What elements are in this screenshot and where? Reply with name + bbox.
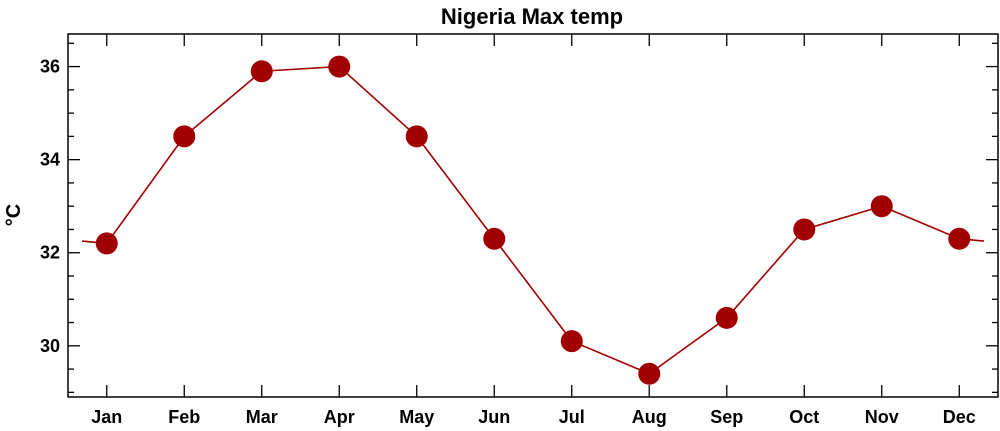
series-line [106, 65, 960, 375]
plot-frame [67, 33, 999, 398]
x-tick-label-aug: Aug [632, 407, 667, 427]
data-point-dec [948, 227, 971, 250]
y-tick-label: 32 [40, 243, 60, 263]
plot-area: 30 32 34 36 Jan Feb Mar Apr May Jun Jul Aug Sep Oct No… [40, 33, 999, 427]
data-point-aug [638, 362, 661, 385]
x-tick-label-jun: Jun [478, 407, 510, 427]
x-tick-label-apr: Apr [324, 407, 355, 427]
x-tick-label-nov: Nov [865, 407, 899, 427]
x-tick-label-sep: Sep [710, 407, 743, 427]
y-tick-label: 36 [40, 57, 60, 77]
data-point-jun [483, 227, 506, 250]
x-tick-label-may: May [399, 407, 434, 427]
x-tick-label-jul: Jul [559, 407, 585, 427]
y-tick-label: 34 [40, 150, 60, 170]
y-axis-label: °C [3, 204, 25, 226]
y-tick-label: 30 [40, 336, 60, 356]
data-point-jan [95, 232, 118, 255]
data-point-sep [715, 306, 738, 329]
data-point-oct [793, 218, 816, 241]
x-tick-label-oct: Oct [789, 407, 819, 427]
data-point-jul [560, 330, 583, 353]
x-tick-label-dec: Dec [943, 407, 976, 427]
chart-title: Nigeria Max temp [441, 4, 623, 29]
data-point-feb [173, 125, 196, 148]
x-tick-label-jan: Jan [91, 407, 122, 427]
data-point-mar [250, 60, 273, 83]
data-point-may [405, 125, 428, 148]
x-tick-label-feb: Feb [168, 407, 200, 427]
x-tick-label-mar: Mar [246, 407, 278, 427]
data-point-apr [328, 55, 351, 78]
data-point-nov [870, 195, 893, 218]
